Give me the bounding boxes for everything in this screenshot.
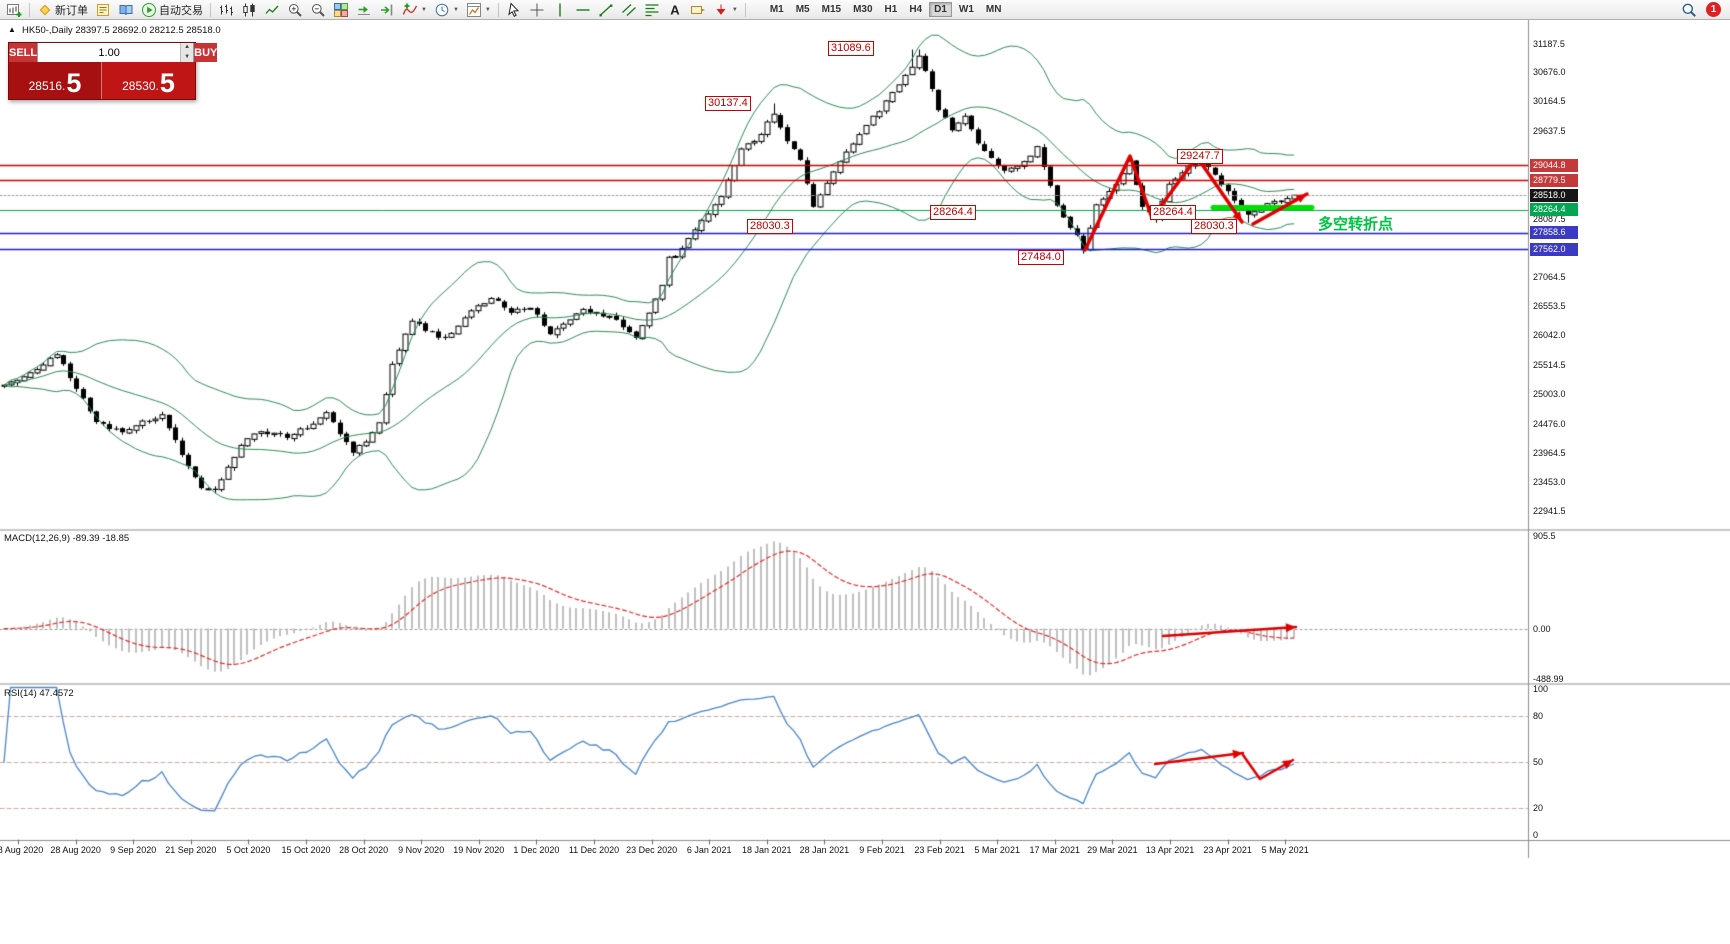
toolbar-separator (744, 2, 746, 17)
one-click-trading-panel: SELL ▲ ▼ BUY 28516. 5 28530. 5 (8, 42, 218, 100)
zoom-in-icon[interactable] (284, 1, 306, 19)
one-click-collapse-arrow[interactable]: ▲ (8, 25, 16, 34)
volume-down-icon[interactable]: ▼ (181, 52, 194, 62)
zoom-out-icon[interactable] (307, 1, 329, 19)
price-callout[interactable]: 28264.4 (930, 205, 976, 220)
indicators-icon[interactable]: ▼ (399, 1, 430, 19)
chart-ohlc-header: HK50-,Daily 28397.5 28692.0 28212.5 2851… (22, 25, 221, 36)
buy-price-big-digit: 5 (159, 68, 175, 98)
price-callout[interactable]: 28030.3 (747, 219, 793, 234)
candle-chart-mode-icon[interactable] (238, 1, 260, 19)
new-order-button[interactable]: 新订单 (34, 1, 91, 19)
arrows-icon[interactable]: ▼ (710, 1, 741, 19)
templates-icon[interactable]: ▼ (463, 1, 494, 19)
metaeditor-icon[interactable] (92, 1, 114, 19)
volume-field: ▲ ▼ (37, 43, 195, 62)
horizontal-line-icon[interactable] (572, 1, 594, 19)
timeframe-group: M1 M5 M15 M30 H1 H4 D1 W1 MN (764, 2, 1008, 17)
bull-bear-turning-point-annotation[interactable]: 多空转折点 (1318, 216, 1394, 233)
timeframe-w1[interactable]: W1 (958, 4, 974, 15)
tile-windows-icon[interactable] (330, 1, 352, 19)
timeframe-m5[interactable]: M5 (795, 4, 810, 15)
periods-icon[interactable]: ▼ (431, 1, 462, 19)
text-icon[interactable]: A (664, 1, 686, 19)
toolbar-separator (29, 2, 30, 17)
price-callout[interactable]: 31089.6 (828, 41, 874, 56)
main-toolbar: 新订单 自动交易 ▼ ▼ ▼ A ▼ M1 M5 M15 M30 H1 H4 D1 W1 MN 1 (0, 0, 1730, 20)
macd-indicator-header: MACD(12,26,9) -89.39 -18.85 (4, 533, 130, 544)
toolbar-right-group: 1 (1678, 1, 1727, 19)
timeframe-m30[interactable]: M30 (853, 4, 873, 15)
volume-input[interactable] (38, 43, 181, 62)
cursor-icon[interactable] (503, 1, 525, 19)
timeframe-mn[interactable]: MN (985, 4, 1002, 15)
timeframe-h1[interactable]: H1 (884, 4, 898, 15)
autotrading-label: 自动交易 (159, 4, 203, 17)
fibonacci-icon[interactable] (641, 1, 663, 19)
vertical-line-icon[interactable] (549, 1, 571, 19)
rsi-indicator-header: RSI(14) 47.4572 (4, 688, 74, 699)
crosshair-icon[interactable] (526, 1, 548, 19)
timeframe-d1[interactable]: D1 (929, 2, 952, 17)
sell-price-big-digit: 5 (66, 68, 82, 98)
search-icon[interactable] (1678, 1, 1700, 19)
timeframe-h4[interactable]: H4 (909, 4, 923, 15)
buy-price: 28530. (122, 79, 159, 93)
trendline-icon[interactable] (595, 1, 617, 19)
templates-dropdown-arrow-icon[interactable]: ▼ (484, 6, 491, 13)
sell-button[interactable]: SELL (9, 43, 38, 62)
line-chart-mode-icon[interactable] (261, 1, 283, 19)
price-callout[interactable]: 28264.4 (1150, 205, 1196, 220)
auto-scroll-icon[interactable] (353, 1, 375, 19)
buy-price-button[interactable]: 28530. 5 (102, 62, 195, 99)
price-callout[interactable]: 28030.3 (1191, 219, 1237, 234)
volume-stepper: ▲ ▼ (180, 43, 194, 62)
equidistant-channel-icon[interactable] (618, 1, 640, 19)
price-callout[interactable]: 30137.4 (705, 96, 751, 111)
notification-badge[interactable]: 1 (1706, 2, 1721, 17)
arrows-dropdown-arrow-icon[interactable]: ▼ (731, 6, 738, 13)
sell-price: 28516. (28, 79, 66, 93)
timeframe-m1[interactable]: M1 (769, 4, 784, 15)
text-label-icon[interactable] (687, 1, 709, 19)
timeframe-m15[interactable]: M15 (821, 4, 842, 15)
autotrading-button[interactable]: 自动交易 (138, 1, 206, 19)
volume-up-icon[interactable]: ▲ (181, 43, 194, 53)
toolbar-separator (210, 2, 211, 17)
svg-text:A: A (670, 2, 680, 17)
price-callout[interactable]: 29247.7 (1177, 149, 1223, 164)
price-callout[interactable]: 27484.0 (1018, 250, 1064, 265)
buy-button[interactable]: BUY (194, 43, 218, 62)
new-chart-icon[interactable] (3, 1, 25, 19)
new-order-label: 新订单 (55, 4, 88, 17)
market-watch-icon[interactable] (115, 1, 137, 19)
bar-chart-mode-icon[interactable] (215, 1, 237, 19)
indicators-dropdown-arrow-icon[interactable]: ▼ (421, 6, 427, 13)
toolbar-separator (497, 2, 499, 17)
sell-price-button[interactable]: 28516. 5 (9, 62, 102, 99)
chart-shift-icon[interactable] (376, 1, 398, 19)
periods-dropdown-arrow-icon[interactable]: ▼ (452, 6, 459, 13)
